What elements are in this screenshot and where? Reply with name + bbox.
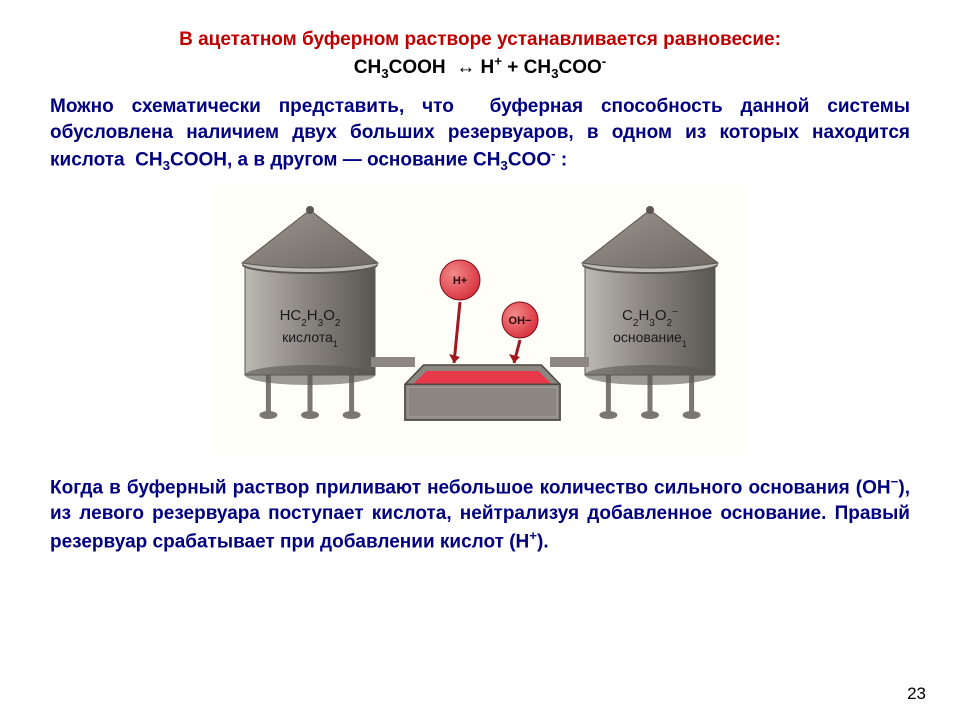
title-line: В ацетатном буферном растворе устанавлив… [179, 29, 781, 50]
equation: CH3COOH ↔ H+ + CH3COO- [354, 57, 606, 78]
paragraph-2: Когда в буферный раствор приливают небол… [50, 473, 910, 555]
buffer-diagram: HC2H3O2кислота1C2H3O2−основание1H+OH− [210, 185, 750, 455]
paragraph-1: Можно схематически представить, что буфе… [50, 94, 910, 175]
svg-text:OH−: OH− [509, 315, 532, 327]
svg-text:H+: H+ [453, 275, 467, 287]
page-number: 23 [907, 684, 926, 704]
diagram-container: HC2H3O2кислота1C2H3O2−основание1H+OH− [50, 185, 910, 455]
